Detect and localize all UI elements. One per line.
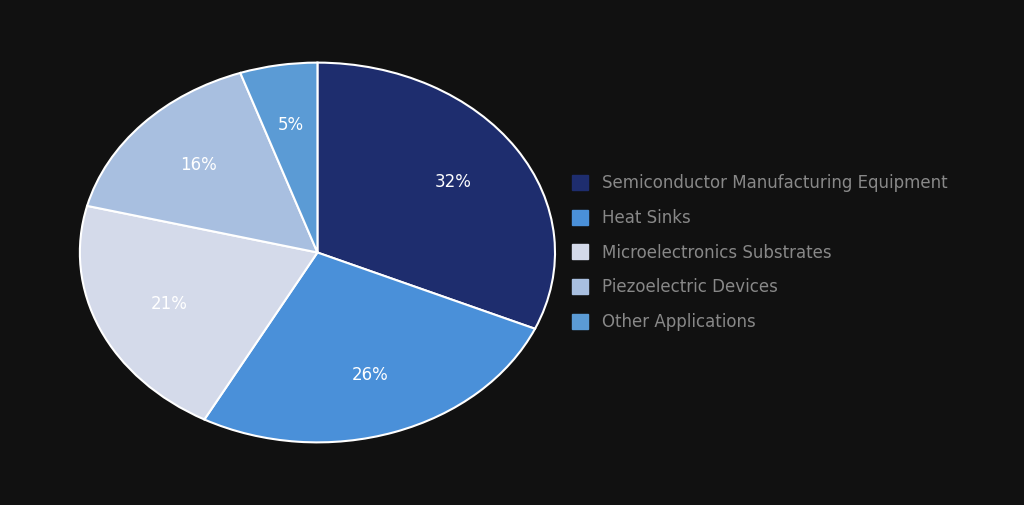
Text: 26%: 26%: [351, 366, 388, 384]
Text: 32%: 32%: [434, 173, 471, 191]
Text: 21%: 21%: [152, 295, 188, 314]
Wedge shape: [87, 73, 317, 252]
Wedge shape: [80, 206, 317, 420]
Text: 16%: 16%: [180, 156, 217, 174]
Text: 5%: 5%: [278, 116, 304, 134]
Legend: Semiconductor Manufacturing Equipment, Heat Sinks, Microelectronics Substrates, : Semiconductor Manufacturing Equipment, H…: [563, 166, 955, 339]
Wedge shape: [317, 63, 555, 329]
Wedge shape: [205, 252, 535, 442]
Wedge shape: [241, 63, 317, 252]
